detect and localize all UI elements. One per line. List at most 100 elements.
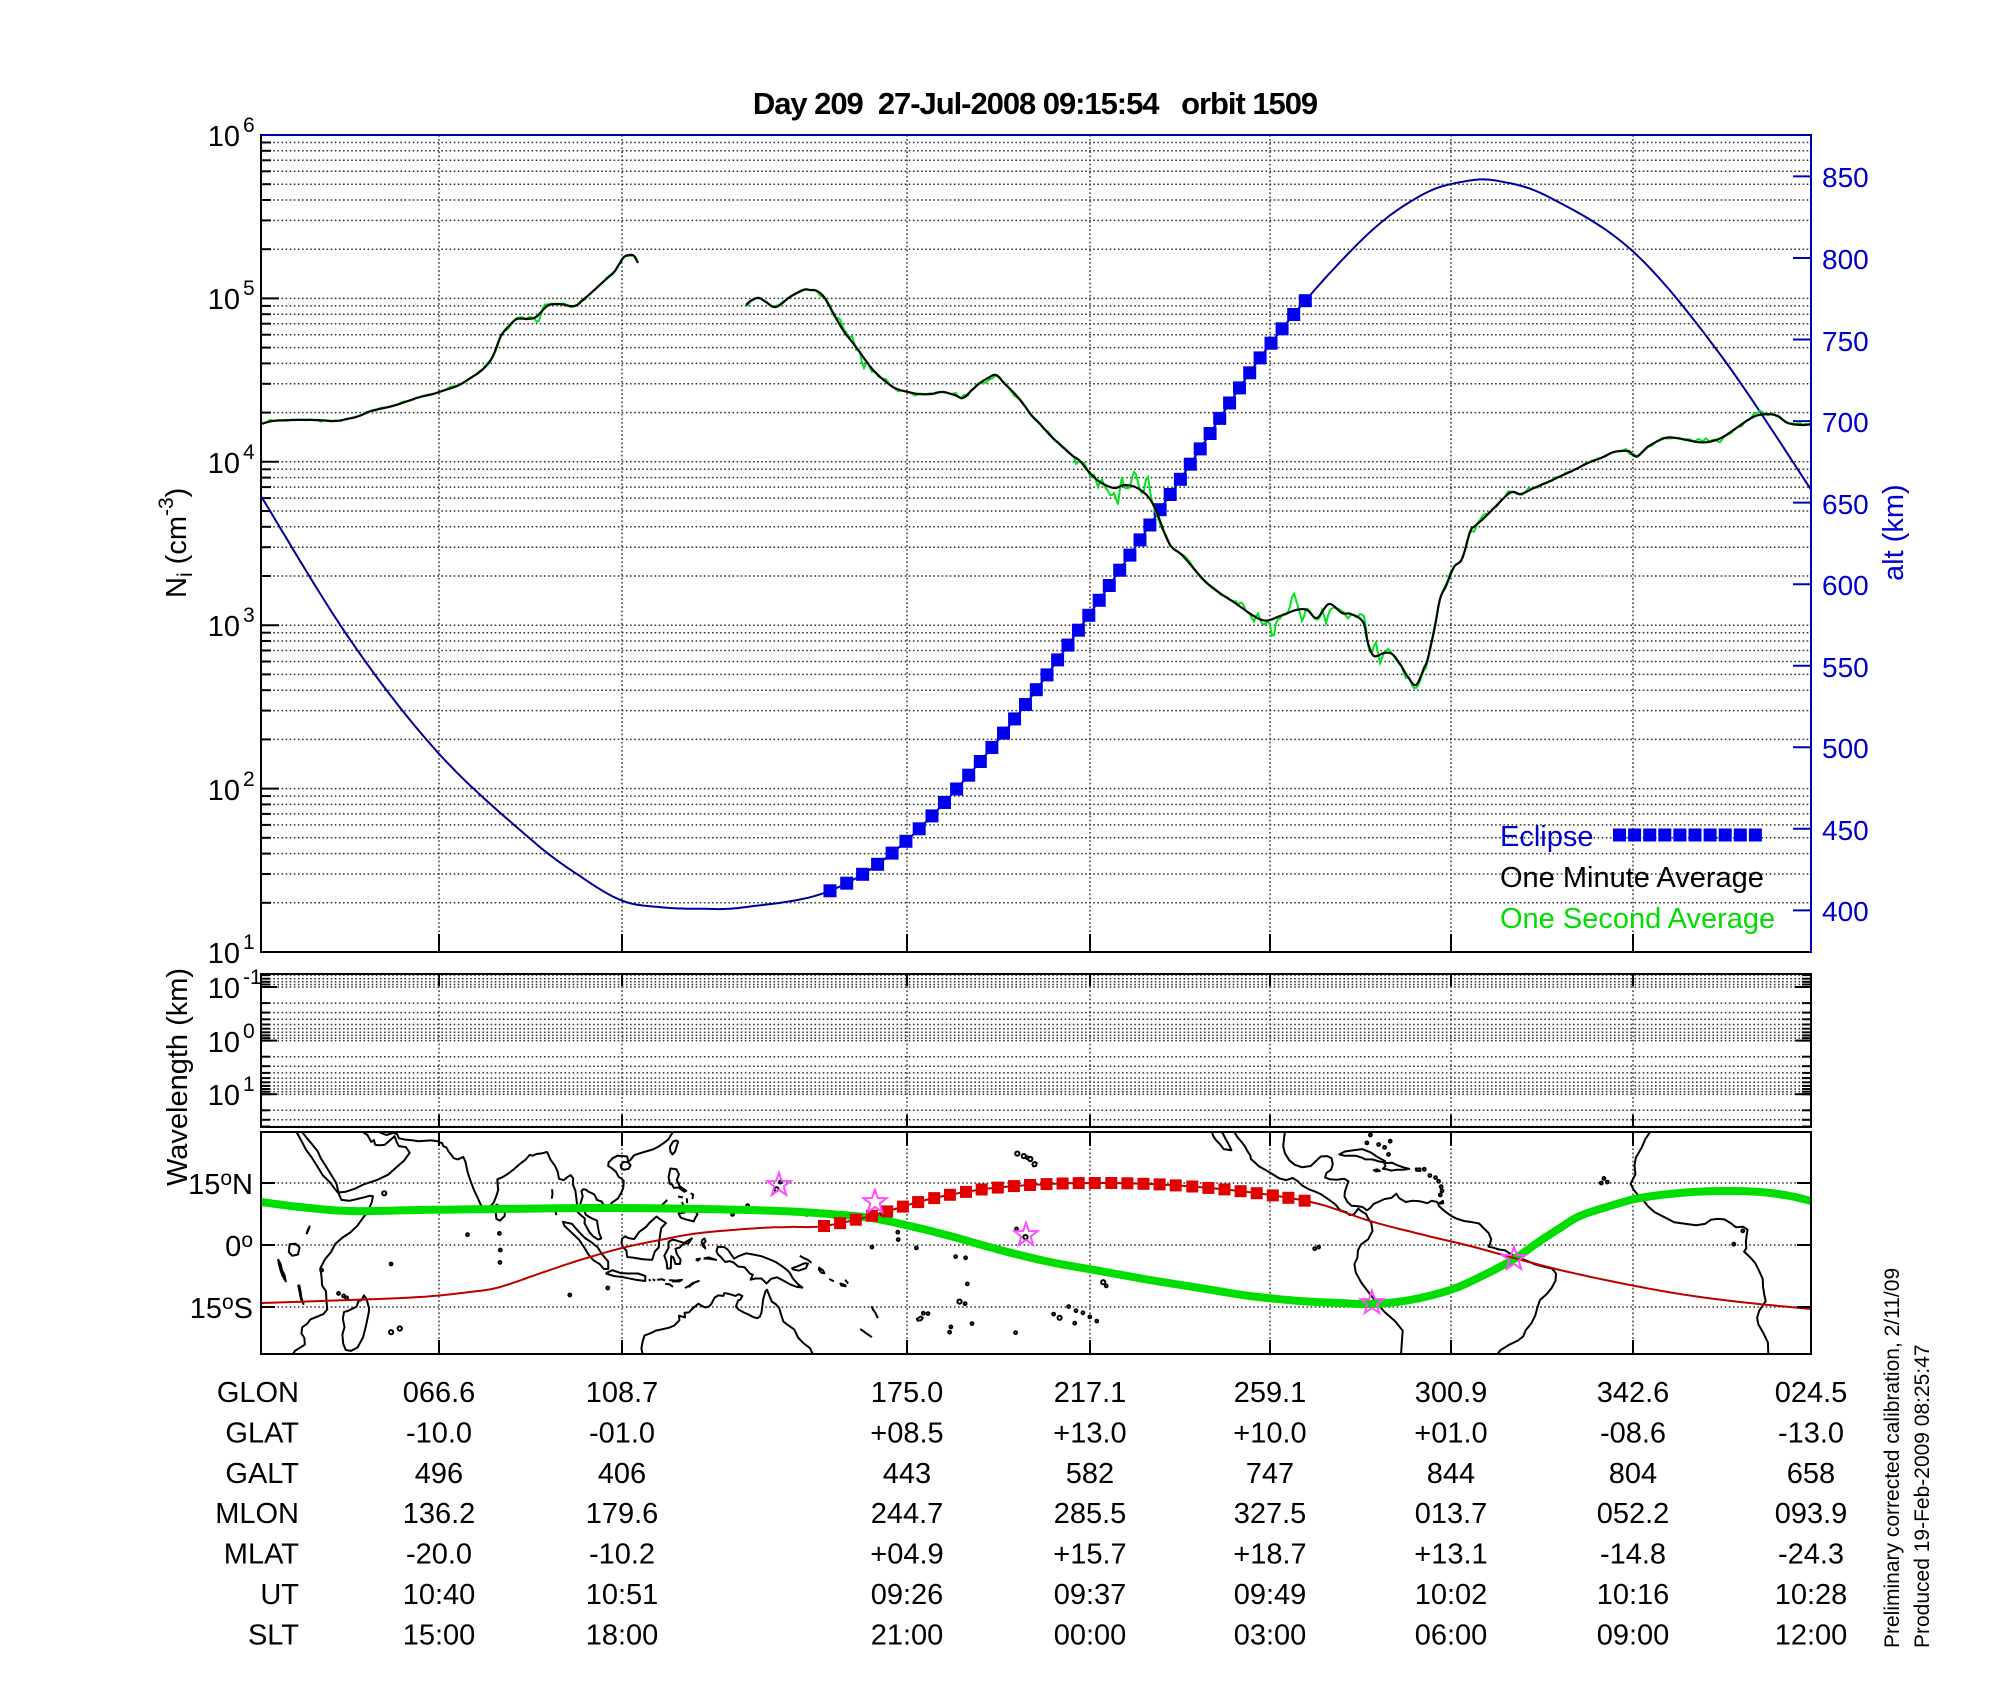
svg-text:804: 804 <box>1609 1458 1657 1490</box>
svg-text:500: 500 <box>1822 733 1869 764</box>
svg-text:600: 600 <box>1822 570 1869 601</box>
svg-text:00:00: 00:00 <box>1054 1619 1127 1651</box>
svg-text:SLT: SLT <box>248 1619 299 1651</box>
svg-text:1: 1 <box>243 1073 255 1096</box>
svg-text:747: 747 <box>1246 1458 1294 1490</box>
svg-text:Produced 19-Feb-2009 08:25:47: Produced 19-Feb-2009 08:25:47 <box>1911 1344 1934 1648</box>
svg-text:One Second Average: One Second Average <box>1500 903 1775 935</box>
svg-text:1: 1 <box>243 931 255 954</box>
svg-text:4: 4 <box>243 441 255 464</box>
svg-text:15oS: 15oS <box>190 1291 253 1325</box>
svg-text:179.6: 179.6 <box>586 1498 659 1530</box>
svg-text:+10.0: +10.0 <box>1233 1417 1306 1449</box>
svg-text:10: 10 <box>208 284 240 316</box>
svg-text:066.6: 066.6 <box>403 1377 476 1409</box>
svg-text:400: 400 <box>1822 896 1869 927</box>
svg-text:-20.0: -20.0 <box>406 1539 472 1571</box>
svg-text:Wavelength (km): Wavelength (km) <box>162 968 194 1186</box>
svg-text:15:00: 15:00 <box>403 1619 476 1651</box>
svg-text:443: 443 <box>883 1458 931 1490</box>
svg-text:Day 209 27-Jul-2008 09:15:54: Day 209 27-Jul-2008 09:15:54 orbit 1509 <box>753 86 1318 121</box>
svg-text:10: 10 <box>208 611 240 643</box>
svg-text:+01.0: +01.0 <box>1414 1417 1487 1449</box>
svg-text:UT: UT <box>260 1579 299 1611</box>
svg-text:GLAT: GLAT <box>225 1417 299 1449</box>
svg-text:+08.5: +08.5 <box>870 1417 943 1449</box>
svg-text:10: 10 <box>208 938 240 970</box>
svg-text:Preliminary corrected calibrat: Preliminary corrected calibration, 2/11/… <box>1881 1268 1904 1648</box>
svg-text:+13.1: +13.1 <box>1414 1539 1487 1571</box>
svg-text:10:40: 10:40 <box>403 1579 476 1611</box>
svg-text:09:26: 09:26 <box>871 1579 944 1611</box>
svg-text:12:00: 12:00 <box>1775 1619 1848 1651</box>
svg-text:09:49: 09:49 <box>1234 1579 1307 1611</box>
svg-text:10:02: 10:02 <box>1415 1579 1488 1611</box>
svg-text:10:16: 10:16 <box>1597 1579 1670 1611</box>
svg-text:093.9: 093.9 <box>1775 1498 1848 1530</box>
svg-text:One Minute Average: One Minute Average <box>1500 862 1764 894</box>
svg-text:259.1: 259.1 <box>1234 1377 1307 1409</box>
svg-text:496: 496 <box>415 1458 463 1490</box>
svg-text:alt (km): alt (km) <box>1878 484 1910 581</box>
svg-text:-24.3: -24.3 <box>1778 1539 1844 1571</box>
svg-text:700: 700 <box>1822 407 1869 438</box>
svg-text:136.2: 136.2 <box>403 1498 476 1530</box>
svg-text:650: 650 <box>1822 489 1869 520</box>
svg-text:10: 10 <box>208 448 240 480</box>
svg-text:10:51: 10:51 <box>586 1579 659 1611</box>
svg-text:+04.9: +04.9 <box>870 1539 943 1571</box>
svg-text:850: 850 <box>1822 162 1869 193</box>
svg-text:6: 6 <box>243 114 255 137</box>
svg-text:10: 10 <box>208 1080 240 1112</box>
svg-text:550: 550 <box>1822 652 1869 683</box>
svg-text:-14.8: -14.8 <box>1600 1539 1666 1571</box>
svg-text:GALT: GALT <box>225 1458 299 1490</box>
svg-text:09:00: 09:00 <box>1597 1619 1670 1651</box>
svg-text:Eclipse: Eclipse <box>1500 821 1594 853</box>
svg-text:09:37: 09:37 <box>1054 1579 1127 1611</box>
svg-text:285.5: 285.5 <box>1054 1498 1127 1530</box>
svg-text:-13.0: -13.0 <box>1778 1417 1844 1449</box>
svg-text:10: 10 <box>208 973 240 1005</box>
svg-text:024.5: 024.5 <box>1775 1377 1848 1409</box>
svg-text:108.7: 108.7 <box>586 1377 659 1409</box>
svg-text:175.0: 175.0 <box>871 1377 944 1409</box>
svg-text:03:00: 03:00 <box>1234 1619 1307 1651</box>
svg-text:800: 800 <box>1822 244 1869 275</box>
svg-text:582: 582 <box>1066 1458 1114 1490</box>
svg-text:MLAT: MLAT <box>224 1539 299 1571</box>
svg-text:-1: -1 <box>243 966 262 989</box>
svg-text:844: 844 <box>1427 1458 1475 1490</box>
svg-text:406: 406 <box>598 1458 646 1490</box>
svg-text:217.1: 217.1 <box>1054 1377 1127 1409</box>
svg-text:-01.0: -01.0 <box>589 1417 655 1449</box>
svg-text:300.9: 300.9 <box>1415 1377 1488 1409</box>
svg-text:18:00: 18:00 <box>586 1619 659 1651</box>
svg-text:3: 3 <box>243 604 255 627</box>
svg-text:244.7: 244.7 <box>871 1498 944 1530</box>
svg-text:-08.6: -08.6 <box>1600 1417 1666 1449</box>
svg-text:MLON: MLON <box>215 1498 299 1530</box>
svg-text:750: 750 <box>1822 326 1869 357</box>
svg-text:013.7: 013.7 <box>1415 1498 1488 1530</box>
svg-text:10: 10 <box>208 1027 240 1059</box>
svg-text:5: 5 <box>243 277 255 300</box>
svg-text:10: 10 <box>208 775 240 807</box>
svg-text:10: 10 <box>208 121 240 153</box>
svg-text:21:00: 21:00 <box>871 1619 944 1651</box>
svg-text:342.6: 342.6 <box>1597 1377 1670 1409</box>
svg-text:GLON: GLON <box>217 1377 299 1409</box>
svg-text:2: 2 <box>243 768 255 791</box>
svg-text:-10.0: -10.0 <box>406 1417 472 1449</box>
svg-text:10:28: 10:28 <box>1775 1579 1848 1611</box>
svg-text:+13.0: +13.0 <box>1053 1417 1126 1449</box>
svg-text:-10.2: -10.2 <box>589 1539 655 1571</box>
svg-text:06:00: 06:00 <box>1415 1619 1488 1651</box>
svg-text:0: 0 <box>243 1020 255 1043</box>
svg-text:052.2: 052.2 <box>1597 1498 1670 1530</box>
svg-text:+18.7: +18.7 <box>1233 1539 1306 1571</box>
svg-text:450: 450 <box>1822 815 1869 846</box>
svg-text:658: 658 <box>1787 1458 1835 1490</box>
svg-text:+15.7: +15.7 <box>1053 1539 1126 1571</box>
svg-text:327.5: 327.5 <box>1234 1498 1307 1530</box>
